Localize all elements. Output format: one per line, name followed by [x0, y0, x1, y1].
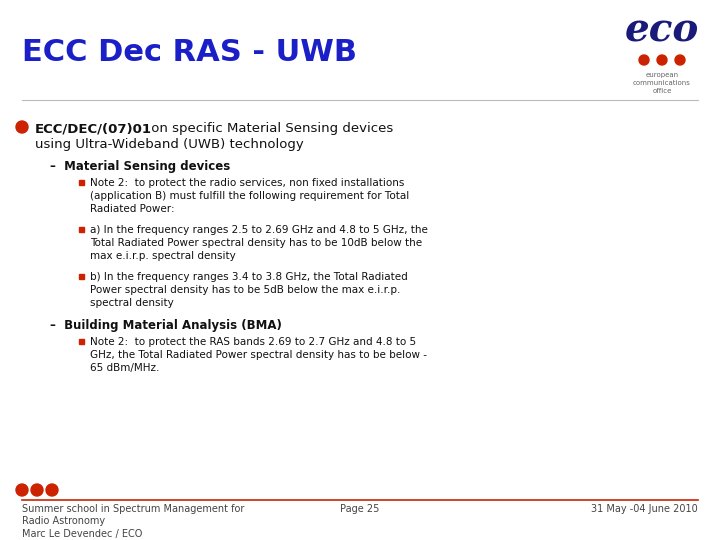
Text: Summer school in Spectrum Management for
Radio Astronomy
Marc Le Devendec / ECO: Summer school in Spectrum Management for… [22, 504, 244, 539]
Bar [78, 273, 84, 279]
Bar [78, 226, 84, 232]
Text: 31 May -04 June 2010: 31 May -04 June 2010 [591, 504, 698, 514]
Text: using Ultra-Wideband (UWB) technology: using Ultra-Wideband (UWB) technology [35, 138, 304, 151]
Circle shape [639, 55, 649, 65]
Text: ECC/DEC/(07)01: ECC/DEC/(07)01 [35, 122, 152, 135]
Circle shape [675, 55, 685, 65]
Circle shape [16, 121, 28, 133]
Circle shape [16, 484, 28, 496]
Text: a) In the frequency ranges 2.5 to 2.69 GHz and 4.8 to 5 GHz, the
Total Radiated : a) In the frequency ranges 2.5 to 2.69 G… [90, 225, 428, 261]
Text: eco: eco [625, 12, 699, 50]
Text: Page 25: Page 25 [341, 504, 379, 514]
Text: b) In the frequency ranges 3.4 to 3.8 GHz, the Total Radiated
Power spectral den: b) In the frequency ranges 3.4 to 3.8 GH… [90, 272, 408, 308]
Text: –  Building Material Analysis (BMA): – Building Material Analysis (BMA) [50, 319, 282, 332]
Bar [78, 339, 84, 343]
Circle shape [657, 55, 667, 65]
Circle shape [46, 484, 58, 496]
Text: on specific Material Sensing devices: on specific Material Sensing devices [147, 122, 393, 135]
Text: Note 2:  to protect the radio services, non fixed installations
(application B) : Note 2: to protect the radio services, n… [90, 178, 409, 214]
Text: european
communications
office: european communications office [633, 72, 691, 94]
Circle shape [31, 484, 43, 496]
Bar [78, 179, 84, 185]
Text: –  Material Sensing devices: – Material Sensing devices [50, 160, 230, 173]
Text: ECC Dec RAS - UWB: ECC Dec RAS - UWB [22, 38, 357, 67]
Text: Note 2:  to protect the RAS bands 2.69 to 2.7 GHz and 4.8 to 5
GHz, the Total Ra: Note 2: to protect the RAS bands 2.69 to… [90, 337, 427, 373]
